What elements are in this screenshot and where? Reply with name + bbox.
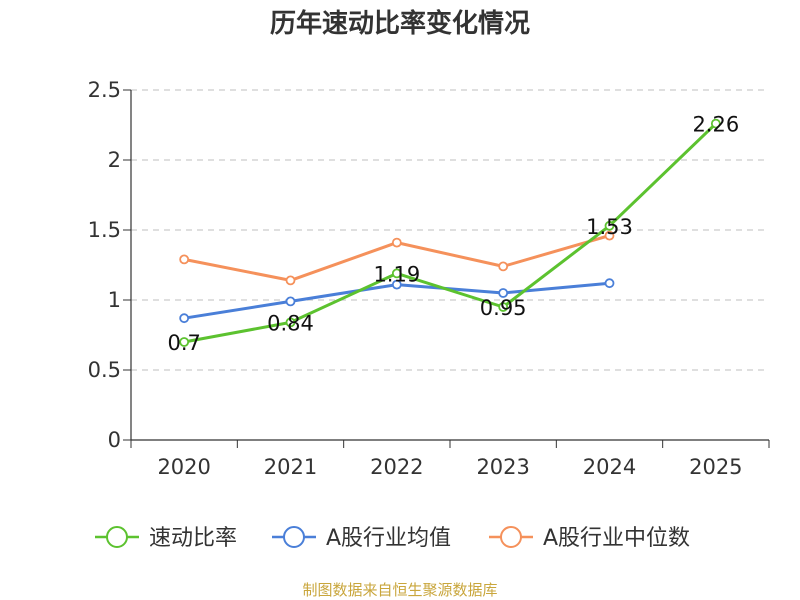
y-tick-label: 1 [108, 288, 121, 312]
data-point[interactable] [285, 317, 296, 328]
gridlines [131, 89, 769, 371]
data-label: 0.7 [167, 331, 200, 355]
x-tick-label: 2024 [583, 455, 636, 479]
source-note: 制图数据来自恒生聚源数据库 [302, 581, 497, 599]
chart-title: 历年速动比率变化情况 [270, 8, 530, 39]
legend-marker [106, 526, 128, 548]
tick-labels: 0 0.5 1 1.5 2 2.5 2020 2021 2022 2023 2024 2025 [88, 78, 743, 479]
data-point[interactable] [179, 313, 190, 324]
data-point[interactable] [710, 118, 721, 129]
data-label: 2.26 [692, 113, 739, 137]
data-point[interactable] [604, 230, 615, 241]
data-label: 1.53 [586, 215, 633, 239]
y-tick-label: 2.5 [88, 78, 121, 102]
data-point[interactable] [179, 254, 190, 265]
data-point[interactable] [179, 337, 190, 347]
legend-item[interactable]: A股行业均值 [272, 526, 451, 551]
legend-label: A股行业中位数 [543, 526, 690, 551]
x-tick-label: 2022 [370, 455, 423, 479]
data-point[interactable] [391, 279, 402, 290]
data-point[interactable] [498, 288, 509, 298]
x-tick-label: 2023 [476, 455, 529, 479]
x-tick-label: 2020 [157, 455, 210, 479]
legend-item[interactable]: 速动比率 [95, 526, 237, 551]
data-label: 1.19 [373, 262, 420, 286]
series-1 [179, 278, 615, 324]
y-tick-label: 2 [108, 148, 121, 172]
axes [123, 89, 770, 448]
x-tick-label: 2021 [264, 455, 317, 479]
data-point[interactable] [391, 237, 402, 248]
series-2 [179, 230, 615, 286]
legend-marker [500, 526, 522, 548]
y-tick-label: 1.5 [88, 218, 121, 242]
series-lines [179, 118, 721, 347]
data-point[interactable] [604, 278, 615, 289]
y-tick-label: 0.5 [88, 358, 121, 382]
legend-label: 速动比率 [149, 526, 237, 551]
data-label: 0.84 [267, 311, 314, 335]
y-tick-label: 0 [108, 428, 121, 452]
series-0 [179, 118, 721, 347]
data-point[interactable] [498, 261, 509, 272]
data-point[interactable] [285, 296, 296, 307]
legend-marker [283, 526, 305, 548]
data-point[interactable] [391, 268, 402, 279]
legend[interactable]: 速动比率 A股行业均值 A股行业中位数 [95, 526, 690, 551]
series-line [183, 122, 717, 344]
data-labels: 0.7 0.84 1.19 0.95 1.53 2.26 [167, 113, 739, 355]
legend-label: A股行业均值 [326, 526, 451, 551]
data-label: 0.95 [480, 296, 527, 320]
data-point[interactable] [604, 220, 615, 231]
legend-item[interactable]: A股行业中位数 [489, 526, 690, 551]
data-point[interactable] [498, 302, 509, 312]
data-point[interactable] [285, 275, 296, 286]
x-tick-label: 2025 [689, 455, 742, 479]
